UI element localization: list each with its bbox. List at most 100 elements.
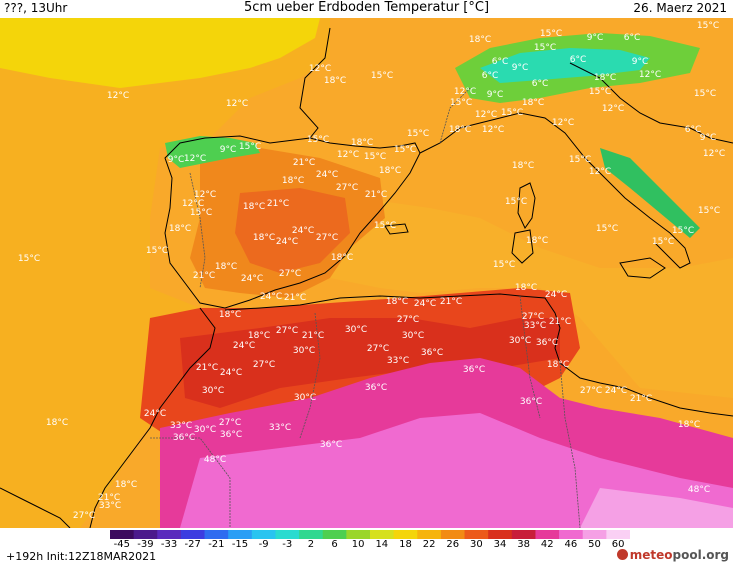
alps-cold [480, 48, 650, 83]
temperature-label: 9°C [487, 90, 504, 100]
colorbar-tick-label: 10 [351, 539, 365, 550]
temperature-label: 15°C [534, 43, 556, 53]
temperature-label: 30°C [202, 386, 224, 396]
temperature-label: 12°C [482, 125, 504, 135]
colorbar-tick-label: 22 [422, 539, 436, 550]
temperature-label: 33°C [524, 321, 546, 331]
colorbar-cell [464, 530, 489, 539]
temperature-label: 21°C [365, 190, 387, 200]
temperature-label: 21°C [284, 293, 306, 303]
colorbar-cell [393, 530, 418, 539]
temperature-label: 15°C [364, 152, 386, 162]
colorbar-tick-label: 6 [331, 539, 338, 550]
north-africa-very-hot [180, 318, 560, 408]
temperature-label: 36°C [220, 430, 242, 440]
temperature-label: 30°C [509, 336, 531, 346]
colorbar-cell [440, 530, 466, 539]
sahara-peak [580, 488, 733, 528]
temperature-label: 9°C [587, 33, 604, 43]
mediterranean-region [330, 198, 733, 398]
temperature-label: 27°C [522, 312, 544, 322]
temperature-label: 9°C [512, 63, 529, 73]
temperature-label: 30°C [293, 346, 315, 356]
temperature-map: 15°C 18°C 15°C 9°C 6°C 15°C 6°C 9°C 6°C 9°C 6°C 12°… [0, 18, 733, 528]
colorbar-cell [204, 530, 229, 539]
temperature-label: 21°C [293, 158, 315, 168]
brand-logo[interactable]: meteopool.org [616, 548, 729, 562]
temperature-label: 15°C [540, 29, 562, 39]
temperature-label: 18°C [547, 360, 569, 370]
coastlines [0, 27, 733, 528]
temperature-label: 24°C [233, 341, 255, 351]
temperature-label: 24°C [220, 368, 242, 378]
temperature-label: 15°C [694, 89, 716, 99]
temperature-label: 30°C [402, 331, 424, 341]
temperature-label: 18°C [282, 176, 304, 186]
temperature-label: 18°C [248, 331, 270, 341]
temperature-label: 15°C [407, 129, 429, 139]
colorbar-cell [157, 530, 182, 539]
temperature-label: 21°C [267, 199, 289, 209]
temperature-label: 18°C [215, 262, 237, 272]
temperature-label: 15°C [18, 254, 40, 264]
temperature-label: 18°C [522, 98, 544, 108]
temperature-labels: 15°C18°C15°C 9°C 6°C15°C6°C9°C6°C 9°C6°C 12°… [18, 21, 725, 521]
temperature-label: 21°C [440, 297, 462, 307]
colorbar-cell [322, 530, 347, 539]
init-info: +192h Init:12Z18MAR2021 [6, 550, 157, 563]
temperature-label: 18°C [526, 236, 548, 246]
temperature-label: 18°C [678, 420, 700, 430]
temperature-label: 27°C [580, 386, 602, 396]
temperature-label: 12°C [182, 199, 204, 209]
temperature-label: 12°C [552, 118, 574, 128]
temperature-label: 21°C [630, 394, 652, 404]
temperature-label: 30°C [345, 325, 367, 335]
colorbar-tick-label: 34 [493, 539, 507, 550]
temperature-label: 27°C [367, 344, 389, 354]
temperature-label: 24°C [260, 292, 282, 302]
colorbar-cell [275, 530, 300, 539]
temperature-label: 15°C [146, 246, 168, 256]
temperature-label: 21°C [196, 363, 218, 373]
temperature-label: 33°C [170, 421, 192, 431]
colorbar-tick-label: 26 [446, 539, 460, 550]
temperature-label: 24°C [414, 299, 436, 309]
map-canvas: 15°C18°C15°C 9°C 6°C15°C6°C9°C6°C 9°C6°C 12°… [0, 18, 733, 528]
colorbar-tick-label: 14 [375, 539, 389, 550]
colorbar-tick-label: -27 [184, 539, 201, 550]
colorbar-cell [417, 530, 442, 539]
colorbar-tick-label: 50 [588, 539, 601, 550]
forecast-date: 26. Maerz 2021 [633, 1, 727, 15]
temperature-label: 18°C [594, 73, 616, 83]
temperature-label: 18°C [243, 202, 265, 212]
temperature-label: 48°C [204, 455, 226, 465]
temperature-label: 15°C [450, 98, 472, 108]
colorbar-cell [488, 530, 513, 539]
temperature-label: 24°C [241, 274, 263, 284]
colorbar-tick-label: -21 [208, 539, 225, 550]
colorbar-cell [606, 530, 630, 539]
temperature-label: 36°C [463, 365, 485, 375]
temperature-label: 36°C [173, 433, 195, 443]
temperature-label: 6°C [532, 79, 549, 89]
temperature-label: 9°C [632, 57, 649, 67]
temperature-label: 30°C [194, 425, 216, 435]
colorbar-tick-label: -9 [258, 539, 269, 550]
temperature-label: 27°C [336, 183, 358, 193]
temperature-label: 18°C [169, 224, 191, 234]
temperature-label: 21°C [193, 271, 215, 281]
temperature-label: 18°C [115, 480, 137, 490]
temperature-label: 15°C [589, 87, 611, 97]
temperature-label: 12°C [226, 99, 248, 109]
colorbar-tick-label: -15 [231, 539, 249, 550]
colorbar-tick-label: 30 [469, 539, 483, 550]
temperature-label: 12°C [589, 167, 611, 177]
forecast-time: ???, 13Uhr [4, 1, 68, 15]
temperature-label: 24°C [545, 290, 567, 300]
colorbar-tick-label: -45 [113, 539, 130, 550]
temperature-label: 12°C [107, 91, 129, 101]
cantabria-cool [165, 136, 260, 168]
temperature-label: 36°C [320, 440, 342, 450]
temperature-label: 18°C [351, 138, 373, 148]
brand-dot-icon [616, 549, 628, 560]
